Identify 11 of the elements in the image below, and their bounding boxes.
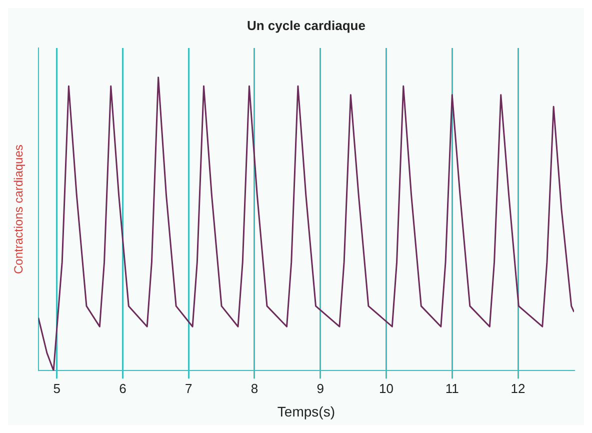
x-tick-label: 7 — [184, 380, 192, 396]
x-axis-title: Temps(s) — [277, 403, 335, 420]
x-tick-label: 12 — [510, 380, 526, 396]
x-tick-label: 5 — [53, 380, 60, 396]
text: Un cycle cardiaque — [246, 18, 366, 33]
x-tick-label: 11 — [445, 380, 459, 396]
y-axis-title: Contractions cardiaques — [12, 144, 26, 274]
x-tick-label: 8 — [250, 380, 258, 396]
x-tick-label: 6 — [119, 380, 126, 396]
x-tick-label: 10 — [379, 380, 394, 396]
x-tick-label: 9 — [316, 380, 324, 396]
